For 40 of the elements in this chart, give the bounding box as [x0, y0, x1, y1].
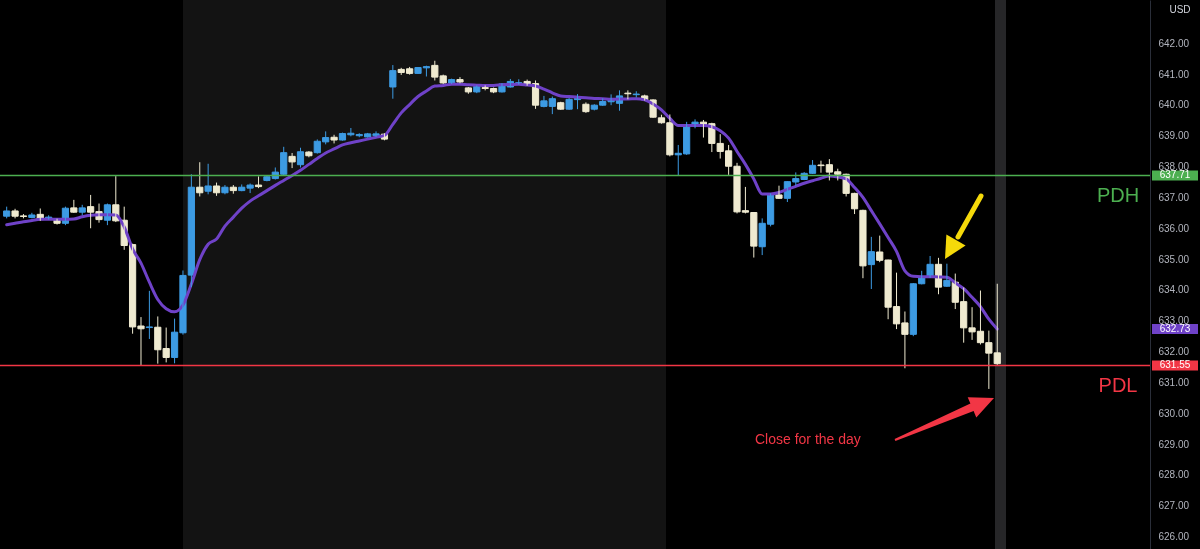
y-tick-label: 642.00 — [1158, 37, 1190, 49]
candlestick — [254, 175, 263, 189]
candlestick — [70, 199, 78, 214]
text: USD — [1169, 4, 1191, 15]
candlestick — [305, 150, 313, 158]
line-series — [5, 82, 999, 331]
y-tick-label: 629.00 — [1158, 438, 1190, 450]
text: 631.55 — [1159, 359, 1191, 371]
candlestick — [775, 185, 783, 200]
y-tick-label: 641.00 — [1158, 68, 1190, 80]
ref-line-label: PDH — [1096, 184, 1140, 207]
y-tick-label: 632.00 — [1158, 346, 1190, 358]
candlestick — [632, 90, 640, 98]
candlestick — [78, 204, 86, 216]
y-tick-label: 637.00 — [1158, 191, 1190, 203]
y-tick-label: 627.00 — [1158, 500, 1190, 512]
y-tick-label: 630.00 — [1158, 407, 1190, 419]
y-tick-label: 631.00 — [1158, 376, 1190, 388]
y-tick-label: 640.00 — [1158, 99, 1190, 111]
candlestick — [389, 64, 397, 100]
candlestick — [288, 152, 296, 169]
candlestick — [204, 163, 212, 195]
candlestick — [196, 161, 204, 197]
candlestick — [45, 214, 53, 221]
ref-line-label: PDL — [1098, 374, 1138, 397]
candlestick — [557, 101, 565, 111]
y-tick-label: 636.00 — [1158, 222, 1190, 234]
y-tick-label: 639.00 — [1158, 130, 1190, 142]
annotation: Close for the day — [755, 431, 861, 447]
candlestick — [3, 206, 11, 219]
y-tick-label: 634.00 — [1158, 284, 1190, 296]
candlestick — [330, 134, 338, 144]
candlestick — [456, 76, 464, 84]
candlestick — [145, 290, 153, 340]
y-tick-label: 635.00 — [1158, 253, 1190, 265]
y-tick-label: 626.00 — [1158, 531, 1190, 543]
candlestick — [624, 89, 632, 100]
candlestick — [28, 212, 36, 219]
candlestick — [464, 86, 472, 95]
y-tick-label: 628.00 — [1158, 469, 1190, 481]
